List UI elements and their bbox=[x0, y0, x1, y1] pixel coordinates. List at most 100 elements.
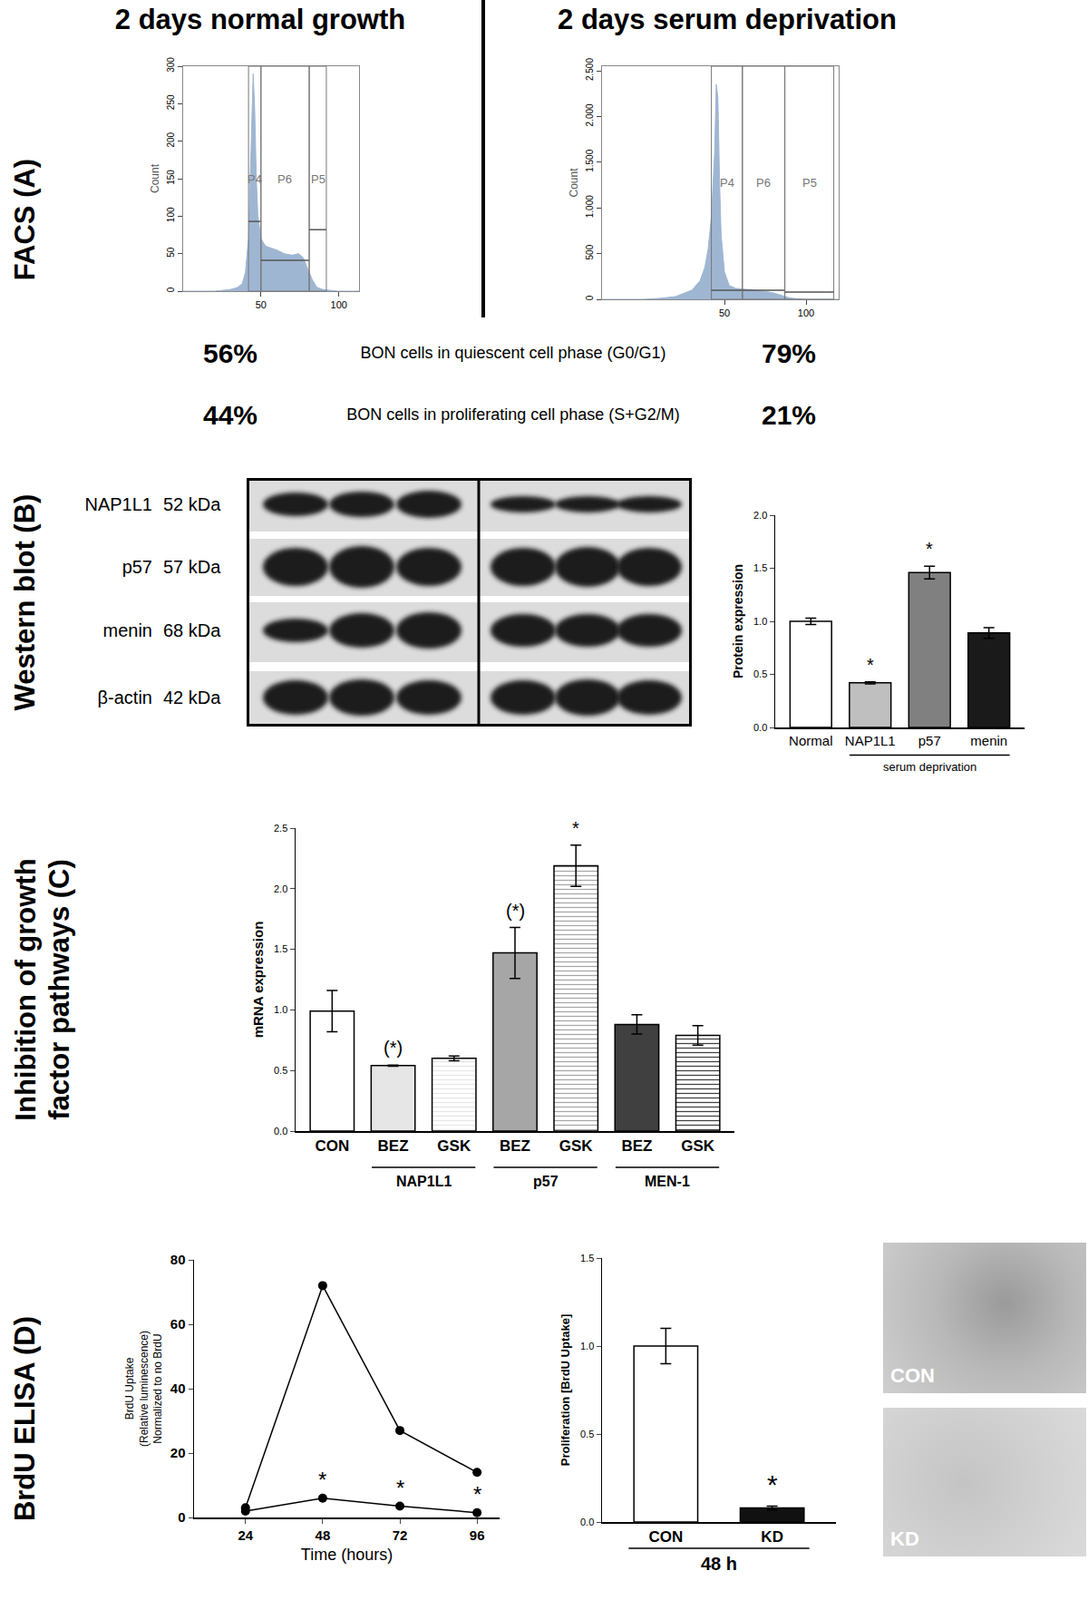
html-text:KD: KD bbox=[890, 1526, 920, 1550]
svg-text:mRNA expression: mRNA expression bbox=[250, 921, 266, 1039]
svg-text:60: 60 bbox=[170, 1315, 186, 1331]
svg-text:menin: menin bbox=[970, 732, 1008, 748]
svg-text:CON: CON bbox=[314, 1136, 350, 1155]
svg-text:300: 300 bbox=[165, 57, 176, 73]
svg-text:24: 24 bbox=[237, 1526, 253, 1543]
svg-text:72: 72 bbox=[392, 1526, 408, 1543]
svg-text:(*): (*) bbox=[505, 900, 525, 921]
svg-text:Count: Count bbox=[567, 167, 581, 198]
html-text:NAP1L1: NAP1L1 bbox=[84, 494, 153, 515]
svg-text:*: * bbox=[767, 1468, 778, 1499]
svg-text:2.0: 2.0 bbox=[753, 509, 768, 521]
svg-text:P4: P4 bbox=[247, 172, 263, 186]
svg-text:NAP1L1: NAP1L1 bbox=[845, 732, 896, 748]
svg-text:1.5: 1.5 bbox=[580, 1252, 594, 1263]
svg-text:*: * bbox=[925, 538, 933, 559]
svg-text:GSK: GSK bbox=[559, 1136, 594, 1155]
svg-text:P4: P4 bbox=[719, 175, 735, 190]
svg-text:1.5: 1.5 bbox=[753, 562, 768, 574]
svg-text:20: 20 bbox=[170, 1444, 186, 1460]
svg-text:0.0: 0.0 bbox=[580, 1515, 594, 1527]
svg-text:Proliferation [BrdU Uptake]: Proliferation [BrdU Uptake] bbox=[558, 1313, 573, 1467]
html-text:Western blot (B): Western blot (B) bbox=[9, 493, 42, 711]
svg-text:BEZ: BEZ bbox=[378, 1136, 409, 1155]
svg-text:p57: p57 bbox=[533, 1173, 559, 1189]
svg-text:100: 100 bbox=[165, 206, 176, 223]
html-text:factor pathways (C): factor pathways (C) bbox=[43, 858, 76, 1120]
svg-text:0.5: 0.5 bbox=[580, 1428, 594, 1439]
svg-text:40: 40 bbox=[170, 1379, 186, 1396]
svg-text:48 h: 48 h bbox=[700, 1553, 738, 1574]
svg-text:Protein expression: Protein expression bbox=[730, 563, 746, 679]
html-text:52 kDa: 52 kDa bbox=[163, 494, 221, 515]
svg-text:48: 48 bbox=[315, 1526, 331, 1543]
svg-text:0: 0 bbox=[177, 1508, 185, 1525]
svg-text:80: 80 bbox=[170, 1251, 186, 1267]
svg-text:0.5: 0.5 bbox=[753, 668, 768, 680]
html-text:79%: 79% bbox=[761, 338, 816, 369]
svg-text:250: 250 bbox=[165, 94, 176, 110]
svg-text:NAP1L1: NAP1L1 bbox=[396, 1173, 452, 1189]
svg-text:1.500: 1.500 bbox=[584, 148, 595, 172]
svg-text:2.500: 2.500 bbox=[584, 58, 595, 81]
svg-text:100: 100 bbox=[330, 299, 348, 311]
svg-text:CON: CON bbox=[648, 1527, 683, 1545]
svg-text:BEZ: BEZ bbox=[621, 1136, 652, 1155]
svg-text:Time (hours): Time (hours) bbox=[301, 1544, 393, 1564]
svg-text:1.0: 1.0 bbox=[580, 1340, 594, 1351]
html-text:2 days serum deprivation: 2 days serum deprivation bbox=[557, 3, 897, 36]
svg-text:P6: P6 bbox=[756, 175, 771, 190]
html-text:p57: p57 bbox=[122, 556, 153, 577]
svg-text:P6: P6 bbox=[277, 172, 292, 186]
svg-text:1.5: 1.5 bbox=[273, 942, 288, 954]
html-text:FACS (A): FACS (A) bbox=[9, 158, 42, 281]
html-text:68 kDa: 68 kDa bbox=[163, 620, 221, 641]
svg-text:150: 150 bbox=[165, 169, 176, 185]
svg-text:200: 200 bbox=[165, 131, 176, 147]
svg-text:96: 96 bbox=[469, 1526, 486, 1543]
svg-text:*: * bbox=[572, 817, 580, 838]
html-text:Inhibition of growth: Inhibition of growth bbox=[9, 858, 42, 1121]
svg-text:*: * bbox=[473, 1481, 482, 1506]
svg-text:*: * bbox=[318, 1466, 327, 1492]
html-text:BrdU ELISA (D): BrdU ELISA (D) bbox=[9, 1315, 42, 1521]
svg-text:GSK: GSK bbox=[680, 1136, 716, 1155]
html-text:CON: CON bbox=[890, 1363, 935, 1387]
html-text:menin: menin bbox=[102, 620, 153, 641]
svg-text:2.0: 2.0 bbox=[273, 883, 288, 894]
svg-text:Normal: Normal bbox=[788, 732, 833, 748]
svg-text:50: 50 bbox=[165, 246, 176, 258]
svg-text:500: 500 bbox=[584, 243, 595, 260]
svg-text:50: 50 bbox=[255, 299, 267, 311]
svg-text:2.000: 2.000 bbox=[584, 103, 595, 127]
svg-text:*: * bbox=[866, 654, 875, 675]
svg-text:Count: Count bbox=[148, 163, 162, 194]
svg-text:KD: KD bbox=[760, 1527, 784, 1545]
svg-text:0.0: 0.0 bbox=[753, 721, 768, 733]
svg-text:0: 0 bbox=[165, 286, 176, 292]
html-text:57 kDa: 57 kDa bbox=[163, 556, 221, 577]
svg-text:(*): (*) bbox=[383, 1037, 403, 1058]
svg-text:1.000: 1.000 bbox=[584, 194, 595, 218]
svg-text:p57: p57 bbox=[918, 732, 942, 748]
svg-text:1.0: 1.0 bbox=[273, 1003, 288, 1015]
svg-text:BEZ: BEZ bbox=[499, 1136, 531, 1155]
html-text:21%: 21% bbox=[761, 399, 816, 430]
svg-text:1.0: 1.0 bbox=[753, 615, 768, 627]
svg-text:0: 0 bbox=[584, 294, 595, 301]
svg-text:P5: P5 bbox=[802, 175, 817, 190]
svg-text:P5: P5 bbox=[310, 172, 326, 186]
svg-text:serum deprivation: serum deprivation bbox=[883, 759, 977, 774]
svg-text:2.5: 2.5 bbox=[273, 822, 288, 834]
svg-text:50: 50 bbox=[718, 307, 730, 319]
svg-text:BrdU Uptake(Relative luminesce: BrdU Uptake(Relative luminescence)Normal… bbox=[123, 1330, 165, 1447]
svg-text:0.5: 0.5 bbox=[273, 1064, 288, 1076]
svg-text:MEN-1: MEN-1 bbox=[644, 1173, 690, 1189]
svg-text:GSK: GSK bbox=[437, 1136, 472, 1155]
svg-text:0.0: 0.0 bbox=[273, 1125, 288, 1137]
html-text:44%: 44% bbox=[203, 399, 258, 430]
html-text:2 days normal growth: 2 days normal growth bbox=[114, 3, 406, 36]
svg-text:100: 100 bbox=[797, 307, 815, 319]
html-text:56%: 56% bbox=[203, 338, 258, 369]
svg-text:*: * bbox=[396, 1475, 405, 1500]
